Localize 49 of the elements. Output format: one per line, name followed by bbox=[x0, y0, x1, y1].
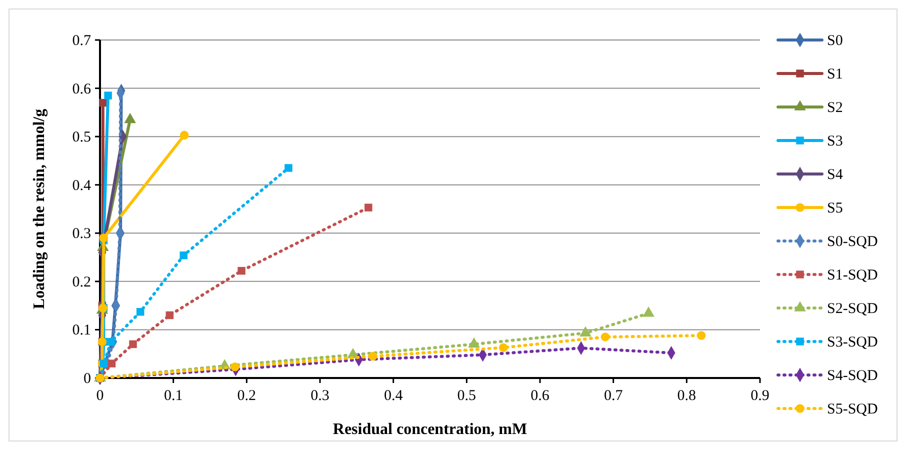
legend-label: S4 bbox=[827, 167, 844, 183]
point bbox=[696, 331, 706, 340]
point bbox=[180, 251, 188, 260]
point bbox=[129, 340, 137, 348]
legend-label: S3 bbox=[827, 134, 843, 150]
x-tick-label: 0.1 bbox=[164, 388, 183, 404]
x-tick-label: 0.6 bbox=[530, 388, 550, 404]
point bbox=[108, 360, 116, 368]
point bbox=[99, 98, 107, 107]
y-tick-label: 0 bbox=[84, 371, 91, 387]
x-tick-label: 0.3 bbox=[310, 388, 330, 404]
y-tick-label: 0.6 bbox=[72, 81, 92, 98]
point bbox=[104, 92, 112, 100]
point bbox=[498, 343, 508, 352]
x-tick-label: 0.9 bbox=[750, 388, 770, 404]
point bbox=[136, 308, 144, 316]
x-tick-label: 0.7 bbox=[604, 388, 624, 404]
legend-label: S5-SQD bbox=[827, 402, 878, 418]
point bbox=[364, 204, 372, 212]
x-tick-label: 0.4 bbox=[384, 388, 404, 404]
y-tick-label: 0.7 bbox=[72, 33, 92, 49]
y-tick-label: 0.1 bbox=[72, 322, 91, 339]
point bbox=[230, 362, 240, 372]
y-tick-label: 0.2 bbox=[72, 274, 91, 290]
point bbox=[180, 130, 189, 140]
point bbox=[107, 338, 115, 346]
legend-label: S2 bbox=[827, 100, 843, 116]
legend-label: S0-SQD bbox=[827, 234, 878, 250]
legend-label: S4-SQD bbox=[827, 368, 878, 384]
legend-label: S5 bbox=[827, 200, 843, 216]
x-tick-label: 0.2 bbox=[237, 388, 256, 404]
legend-label: S2-SQD bbox=[827, 301, 878, 317]
legend-label: S0 bbox=[827, 33, 843, 49]
point bbox=[238, 266, 246, 275]
legend-label: S1 bbox=[827, 66, 843, 82]
x-tick-label: 0.5 bbox=[457, 388, 476, 404]
point bbox=[284, 164, 292, 172]
y-axis-title: Loading on the resin, mmol/g bbox=[31, 108, 48, 310]
y-tick-label: 0.4 bbox=[72, 178, 92, 194]
x-tick-label: 0 bbox=[96, 388, 104, 404]
point bbox=[368, 352, 378, 361]
point bbox=[166, 311, 174, 320]
legend-label: S1-SQD bbox=[827, 268, 878, 284]
x-axis-title: Residual concentration, mM bbox=[332, 421, 528, 438]
point bbox=[600, 332, 610, 342]
y-tick-label: 0.5 bbox=[72, 130, 91, 146]
y-tick-label: 0.3 bbox=[72, 226, 91, 242]
legend-label: S3-SQD bbox=[827, 334, 878, 350]
x-tick-label: 0.8 bbox=[677, 388, 696, 404]
